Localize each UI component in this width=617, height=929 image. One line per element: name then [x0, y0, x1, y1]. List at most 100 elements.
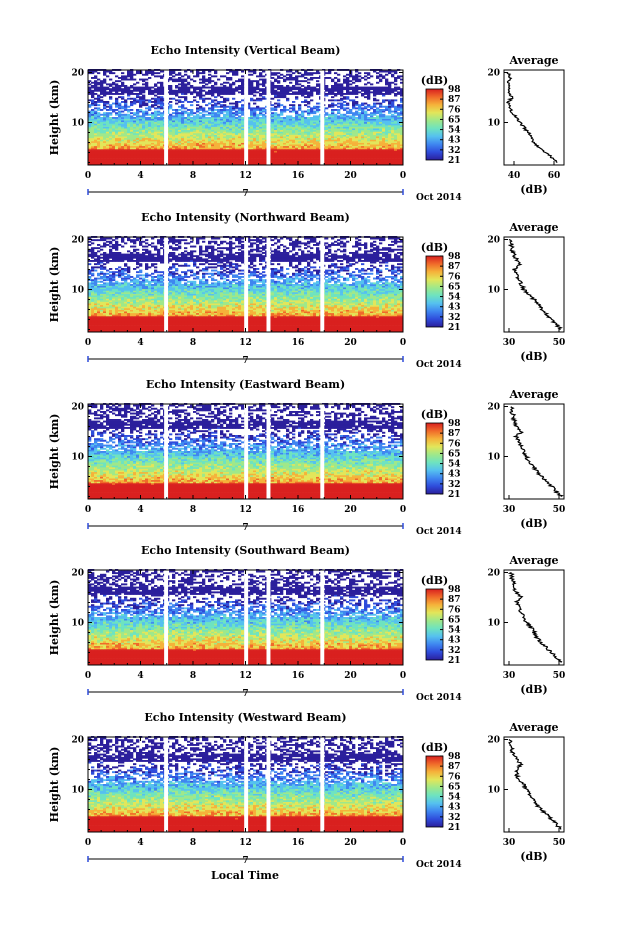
- average-y-tick-label: 20: [487, 69, 500, 79]
- average-panel: Average 30 50 10 20 (dB): [487, 388, 565, 530]
- x-tick-label: 8: [190, 338, 196, 348]
- data-gap-3: [266, 570, 271, 665]
- colorbar-tick-label: 98: [448, 85, 461, 95]
- colorbar-tick-label: 43: [448, 470, 461, 480]
- average-unit: (dB): [520, 183, 547, 196]
- average-y-tick-label: 10: [487, 786, 500, 796]
- x-tick-label: 8: [190, 171, 196, 181]
- colorbar-tick-label: 87: [448, 262, 461, 272]
- colorbar-tick-label: 54: [448, 793, 461, 803]
- average-x-tick-label: 30: [503, 671, 516, 681]
- date-label: Oct 2014: [416, 527, 462, 537]
- average-unit: (dB): [520, 850, 547, 863]
- x-tick-label: 16: [292, 671, 305, 681]
- x-tick-label: 20: [344, 838, 357, 848]
- colorbar-tick-label: 43: [448, 803, 461, 813]
- colorbar-unit: (dB): [421, 408, 448, 421]
- colorbar-unit: (dB): [421, 741, 448, 754]
- colorbar-tick-label: 76: [448, 272, 461, 282]
- data-gap-3: [266, 237, 271, 332]
- colorbar-tick-label: 21: [448, 490, 461, 500]
- colorbar-tick-label: 87: [448, 95, 461, 105]
- colorbar-tick-label: 87: [448, 595, 461, 605]
- colorbar: [425, 422, 444, 495]
- average-y-tick-label: 10: [487, 119, 500, 129]
- colorbar-tick-label: 76: [448, 772, 461, 782]
- panel-title: Echo Intensity (Westward Beam): [144, 711, 346, 724]
- data-gap-4: [320, 237, 325, 332]
- colorbar-tick-label: 32: [448, 646, 461, 656]
- data-gap-3: [266, 737, 271, 832]
- panel-1: Echo Intensity (Vertical Beam) 0 4 8 12 16 20 0…: [48, 44, 565, 203]
- y-axis-label: Height (km): [48, 580, 61, 656]
- average-x-tick-label: 30: [503, 838, 516, 848]
- x-tick-label: 0: [85, 171, 91, 181]
- average-unit: (dB): [520, 517, 547, 530]
- average-title: Average: [508, 554, 558, 567]
- average-y-tick-label: 10: [487, 453, 500, 463]
- x-tick-label: 12: [239, 171, 252, 181]
- y-axis-label: Height (km): [48, 80, 61, 156]
- average-frame: [503, 69, 565, 166]
- x-tick-label: 12: [239, 671, 252, 681]
- x-tick-label: 8: [190, 505, 196, 515]
- x-tick-label: 12: [239, 338, 252, 348]
- panel-4: Echo Intensity (Southward Beam) 0 4 8 12 16 20…: [48, 544, 565, 703]
- panel-title: Echo Intensity (Vertical Beam): [150, 44, 340, 57]
- data-gap-1: [164, 737, 169, 832]
- average-panel: Average 30 50 10 20 (dB): [487, 554, 565, 696]
- average-y-tick-label: 20: [487, 736, 500, 746]
- x-tick-label: 20: [344, 671, 357, 681]
- y-axis-label: Height (km): [48, 247, 61, 323]
- data-gap-4: [320, 737, 325, 832]
- x-tick-label: 12: [239, 838, 252, 848]
- data-gap-1: [164, 237, 169, 332]
- x-tick-label: 0: [400, 671, 406, 681]
- heatmap: [88, 69, 404, 166]
- colorbar-tick-label: 65: [448, 615, 461, 625]
- y-tick-label: 10: [71, 619, 84, 629]
- colorbar: [425, 88, 444, 161]
- colorbar-tick-label: 32: [448, 480, 461, 490]
- colorbar: [425, 755, 444, 828]
- colorbar-tick-label: 65: [448, 282, 461, 292]
- panel-title: Echo Intensity (Southward Beam): [141, 544, 350, 557]
- data-gap-3: [266, 404, 271, 499]
- average-panel: Average 30 50 10 20 (dB): [487, 221, 565, 363]
- data-gap-4: [320, 404, 325, 499]
- y-tick-label: 10: [71, 119, 84, 129]
- y-tick-label: 20: [71, 569, 84, 579]
- average-title: Average: [508, 388, 558, 401]
- colorbar-tick-label: 21: [448, 156, 461, 166]
- day-label: 7: [242, 856, 248, 866]
- average-panel: Average 40 60 10 20 (dB): [487, 54, 565, 196]
- y-tick-label: 10: [71, 286, 84, 296]
- colorbar-tick-label: 21: [448, 323, 461, 333]
- data-gap-3: [266, 70, 271, 165]
- x-tick-label: 8: [190, 671, 196, 681]
- colorbar-tick-label: 65: [448, 115, 461, 125]
- data-gap-2: [244, 570, 249, 665]
- y-tick-label: 10: [71, 786, 84, 796]
- colorbar: [425, 588, 444, 661]
- x-tick-label: 0: [85, 338, 91, 348]
- x-tick-label: 4: [137, 505, 143, 515]
- average-profile-line: [507, 571, 563, 663]
- data-gap-1: [164, 70, 169, 165]
- date-label: Oct 2014: [416, 693, 462, 703]
- panel-3: Echo Intensity (Eastward Beam) 0 4 8 12 16 20 0…: [48, 378, 565, 537]
- x-tick-label: 20: [344, 505, 357, 515]
- average-x-tick-label: 40: [508, 171, 521, 181]
- colorbar-tick-label: 43: [448, 636, 461, 646]
- colorbar-tick-label: 21: [448, 656, 461, 666]
- average-profile-line: [507, 238, 563, 331]
- average-x-tick-label: 50: [553, 671, 566, 681]
- y-tick-label: 10: [71, 453, 84, 463]
- colorbar-tick-label: 98: [448, 419, 461, 429]
- average-x-tick-label: 30: [503, 338, 516, 348]
- data-gap-4: [320, 570, 325, 665]
- panel-title: Echo Intensity (Eastward Beam): [146, 378, 345, 391]
- y-tick-label: 20: [71, 69, 84, 79]
- average-x-tick-label: 60: [548, 171, 561, 181]
- x-tick-label: 0: [85, 838, 91, 848]
